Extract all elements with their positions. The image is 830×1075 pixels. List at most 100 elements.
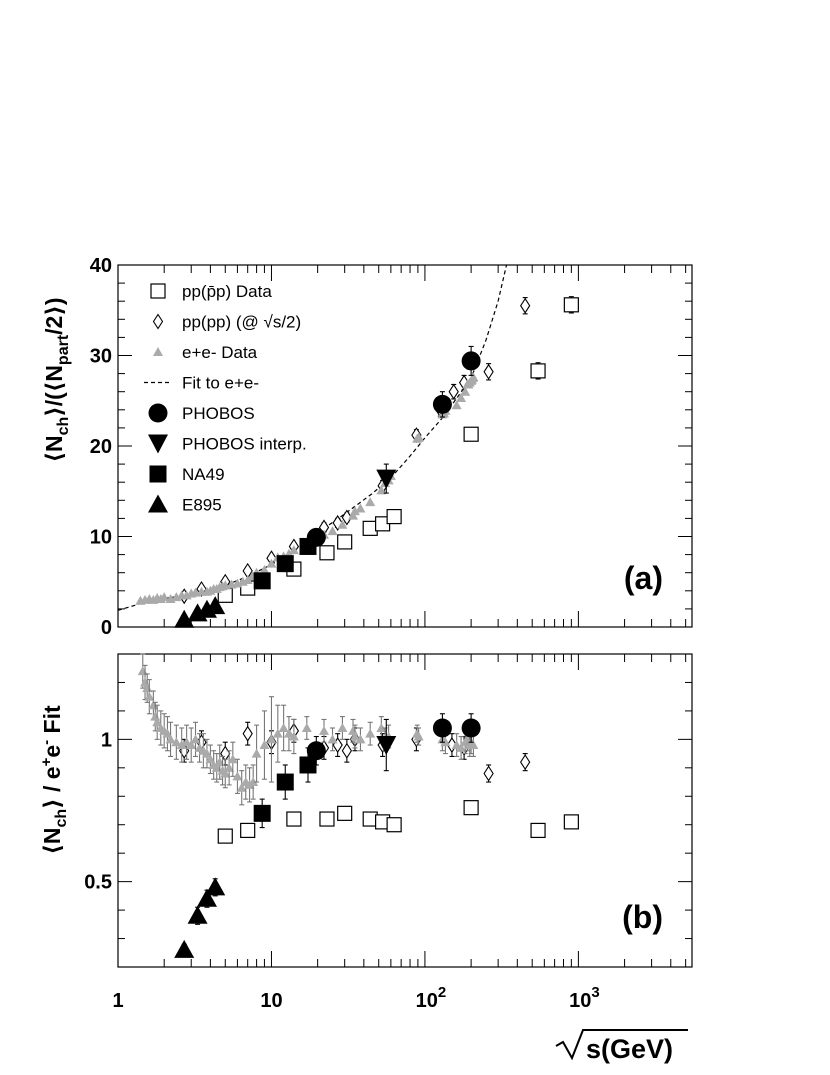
panel-a-point-e-e-data	[468, 372, 479, 382]
panel-a-point-pp-p-p-data	[563, 297, 579, 313]
panel-a-tick-labels: 0 10 20 30 40	[90, 255, 112, 639]
legend-swatch-filled-circle	[148, 403, 168, 423]
x-axis-label-text: s(GeV)	[586, 1034, 673, 1064]
legend-label: e+e- Data	[182, 343, 258, 362]
panel-b-point-pp-pp-s-2	[242, 725, 253, 742]
panel-b-point-e-e-data	[236, 782, 247, 792]
panel-b-point-e-e-data	[376, 722, 387, 732]
panel-b-point-na49	[253, 804, 271, 822]
panel-b-point-pp-pp-s-2	[446, 737, 458, 754]
legend-label: PHOBOS interp.	[182, 435, 307, 454]
panel-b-point-e-e-data	[288, 731, 299, 741]
panel-a-series-na49	[253, 537, 317, 590]
legend-swatch-gray-triangle	[153, 347, 163, 356]
panel-b-point-pp-pp-s-2	[483, 765, 494, 782]
panel-a-series-pp-p-p-data	[217, 296, 579, 603]
panel-b-point-e-e-data	[232, 771, 243, 781]
panel-b-point-e-e-data	[283, 728, 294, 738]
panel-a-point-pp-pp-s-2	[341, 509, 353, 526]
panel-b-point-e-e-data	[259, 740, 270, 750]
panel-a-point-pp-p-p-data	[463, 426, 479, 442]
panel-a-point-e-e-data	[266, 558, 277, 568]
panel-b-point-e-e-data	[144, 691, 155, 701]
panel-a-point-e-e-data	[451, 400, 462, 410]
panel-b-point-e-e-data	[301, 722, 312, 732]
panel-b-point-pp-pp-s-2	[520, 754, 531, 771]
panel-a-point-e-e-data	[259, 564, 270, 574]
legend-label: NA49	[182, 465, 225, 484]
panel-a-point-e-e-data	[337, 519, 348, 529]
panel-b-point-e-e-data	[190, 734, 201, 744]
panel-b-point-e-e-data	[205, 754, 216, 764]
panel-a-y-tick-label: 20	[90, 436, 112, 458]
panel-a-point-e-e-data	[355, 503, 366, 513]
panel-a-point-e-e-data	[349, 506, 360, 516]
legend-label: PHOBOS	[182, 404, 255, 423]
panel-a-point-phobos-interp	[376, 469, 397, 489]
panel-b-point-e895	[174, 939, 195, 958]
panel-b-x-tick-label: 102	[416, 984, 447, 1012]
panel-b-series-phobos-interp	[376, 718, 397, 772]
legend-entry-phobos-interp: PHOBOS interp.	[148, 434, 307, 454]
panel-a-point-phobos	[461, 351, 481, 371]
panel-b: 0.5 1 1 10 102 103 (b) ⟨Nch⟩ / e+e- Fit	[38, 653, 693, 1012]
panel-b-point-e-e-data	[140, 677, 151, 687]
legend-label: Fit to e+e-	[182, 374, 259, 393]
legend-label: pp(pp) (@ √s/2)	[182, 313, 301, 332]
x-axis-label: s(GeV)	[555, 1029, 688, 1064]
panel-b-point-phobos-interp	[376, 736, 397, 756]
panel-b-point-e-e-data	[176, 740, 187, 750]
panel-b-point-phobos	[306, 741, 326, 761]
legend-entry-pp-p-p-data: pp(p̄p) Data	[150, 282, 272, 301]
panel-a-point-e-e-data	[242, 574, 253, 584]
panel-b-ticks	[117, 653, 692, 968]
panel-b-point-e-e-data	[440, 737, 451, 747]
panel-b-y-axis-label: ⟨Nch⟩ / e+e- Fit	[38, 705, 70, 855]
panel-b-x-tick-label: 10	[260, 990, 282, 1012]
panel-b-point-e-e-data	[148, 700, 159, 710]
panel-a-label: (a)	[624, 560, 663, 596]
panel-b-point-e-e-data	[248, 777, 259, 787]
panel-b-point-e-e-data	[150, 711, 161, 721]
panel-b-point-e-e-data	[337, 722, 348, 732]
panel-b-point-e-e-data	[413, 731, 424, 741]
legend-swatch-filled-square	[149, 465, 167, 483]
legend-entry-e-e-data: e+e- Data	[153, 343, 258, 362]
legend-entry-e895: E895	[148, 494, 222, 515]
panel-a-point-e-e-data	[376, 485, 387, 495]
panel-b-y-tick-label: 0.5	[84, 872, 112, 894]
legend-entry-phobos: PHOBOS	[148, 403, 255, 423]
panel-a-point-pp-p-p-data	[530, 363, 546, 379]
panel-b-point-e-e-data	[266, 734, 277, 744]
panel-b-point-e895	[196, 888, 217, 907]
panel-b-frame	[117, 653, 693, 968]
panel-b-point-e-e-data	[162, 728, 173, 738]
panel-b-tick-labels: 0.5 1 1 10 102 103	[84, 729, 599, 1012]
panel-a-y-tick-label: 10	[90, 527, 112, 549]
panel-a-point-phobos	[432, 394, 452, 414]
panel-b-point-e895	[187, 905, 208, 924]
panel-b-point-e-e-data	[456, 742, 467, 752]
legend-entry-pp-pp-s-2: pp(pp) (@ √s/2)	[152, 313, 301, 332]
panel-a-point-e895	[205, 596, 226, 615]
panel-a-point-pp-pp-s-2	[332, 514, 343, 531]
panel-b-series-phobos	[306, 713, 481, 766]
panel-b-series-e895	[174, 877, 226, 958]
panel-a-y-axis-label: ⟨Nch⟩/(⟨Npart/2⟩)	[41, 297, 72, 462]
panel-b-point-pp-pp-s-2	[341, 742, 353, 759]
panel-a-point-e-e-data	[348, 510, 359, 520]
panel-b-point-e895	[205, 877, 226, 896]
panel-b-point-e-e-data	[201, 748, 212, 758]
legend-swatch-open-diamond	[152, 313, 164, 330]
panel-b-point-e-e-data	[468, 740, 479, 750]
legend-entry-fit-to-e-e: Fit to e+e-	[144, 374, 259, 393]
panel-a-point-phobos	[306, 527, 326, 547]
panel-a-point-e-e-data	[456, 393, 467, 403]
panel-a-point-e895	[174, 609, 195, 628]
panel-b-point-pp-p-p-data	[530, 822, 546, 839]
panel-b-point-na49	[299, 756, 317, 774]
panel-a-point-na49	[276, 555, 294, 573]
panel-b-point-e-e-data	[355, 734, 366, 744]
panel-b-point-e-e-data	[365, 728, 376, 738]
panel-a-point-e-e-data	[288, 545, 299, 555]
